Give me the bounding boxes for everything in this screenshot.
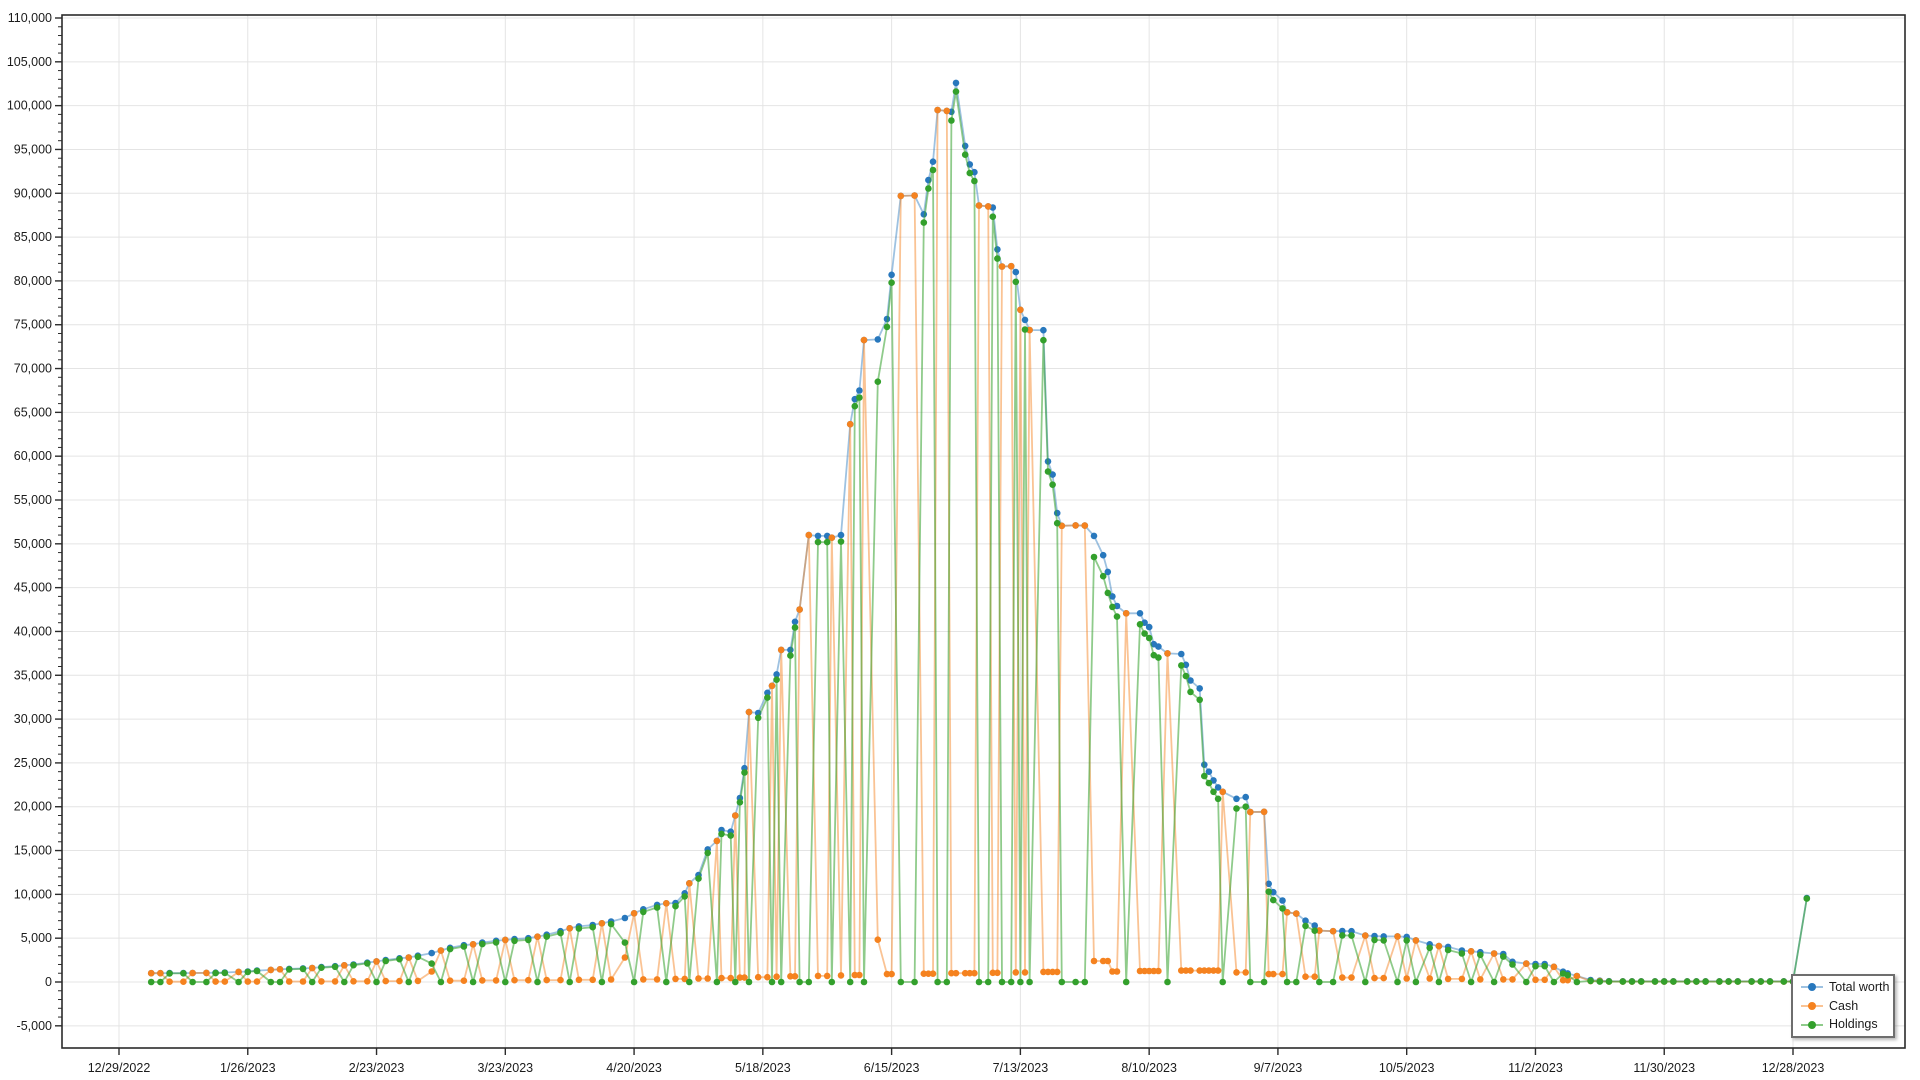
y-tick-label: 30,000 xyxy=(14,712,52,726)
legend-marker-cash-icon xyxy=(1801,1001,1823,1010)
x-tick-label: 3/23/2023 xyxy=(478,1061,534,1075)
series-cash xyxy=(147,106,1811,985)
y-tick-label: 90,000 xyxy=(14,186,52,200)
y-axis-labels: -5,000 0 5,000 10,000 15,000 20,000 25,000 30,0… xyxy=(7,11,52,1033)
legend-item-holdings: Holdings xyxy=(1801,1016,1893,1034)
y-tick-label: 105,000 xyxy=(7,55,52,69)
y-tick-label: 0 xyxy=(45,975,52,989)
series-plot xyxy=(147,79,1811,986)
x-tick-label: 8/10/2023 xyxy=(1121,1061,1177,1075)
y-tick-label: 80,000 xyxy=(14,274,52,288)
series-holdings xyxy=(147,88,1811,986)
x-axis-labels: 12/29/2022 1/26/2023 2/23/2023 3/23/2023 4/2… xyxy=(88,1061,1825,1075)
y-tick-label: 110,000 xyxy=(8,11,52,25)
axes xyxy=(61,14,1906,1049)
x-tick-label: 11/30/2023 xyxy=(1633,1061,1695,1075)
legend-label-total-worth: Total worth xyxy=(1829,980,1890,995)
y-tick-label: 75,000 xyxy=(14,318,52,332)
y-tick-label: 35,000 xyxy=(14,668,52,682)
y-tick-label: 85,000 xyxy=(14,230,52,244)
legend-label-holdings: Holdings xyxy=(1829,1017,1878,1032)
x-tick-label: 12/29/2022 xyxy=(88,1061,151,1075)
y-tick-label: 10,000 xyxy=(14,887,52,901)
x-tick-label: 12/28/2023 xyxy=(1762,1061,1825,1075)
legend-item-cash: Cash xyxy=(1801,997,1893,1015)
y-tick-label: 5,000 xyxy=(21,931,52,945)
y-tick-label: -5,000 xyxy=(17,1019,52,1033)
legend-marker-total-worth-icon xyxy=(1801,983,1823,992)
y-tick-label: 70,000 xyxy=(14,362,52,376)
legend-label-cash: Cash xyxy=(1829,998,1859,1013)
grid-lines xyxy=(62,15,1905,1048)
x-tick-label: 1/26/2023 xyxy=(220,1061,276,1075)
chart-legend: Total worth Cash Holdings xyxy=(1791,974,1895,1038)
x-tick-label: 6/15/2023 xyxy=(864,1061,920,1075)
x-tick-label: 4/20/2023 xyxy=(606,1061,662,1075)
x-tick-label: 10/5/2023 xyxy=(1379,1061,1435,1075)
axis-ticks xyxy=(55,17,1794,1055)
y-tick-label: 40,000 xyxy=(14,624,52,638)
legend-item-total-worth: Total worth xyxy=(1801,978,1893,996)
y-tick-label: 45,000 xyxy=(14,581,52,595)
x-tick-label: 2/23/2023 xyxy=(349,1061,405,1075)
y-tick-label: 55,000 xyxy=(14,493,52,507)
x-tick-label: 5/18/2023 xyxy=(735,1061,791,1075)
y-tick-label: 95,000 xyxy=(14,142,52,156)
y-tick-label: 50,000 xyxy=(14,537,52,551)
legend-marker-holdings-icon xyxy=(1801,1020,1823,1029)
x-tick-label: 9/7/2023 xyxy=(1254,1061,1303,1075)
y-tick-label: 25,000 xyxy=(14,756,52,770)
y-tick-label: 15,000 xyxy=(14,844,52,858)
x-tick-label: 7/13/2023 xyxy=(993,1061,1049,1075)
y-tick-label: 100,000 xyxy=(7,99,52,113)
y-tick-label: 60,000 xyxy=(14,449,52,463)
x-tick-label: 11/2/2023 xyxy=(1508,1061,1563,1075)
y-tick-label: 65,000 xyxy=(14,405,52,419)
y-tick-label: 20,000 xyxy=(14,800,52,814)
